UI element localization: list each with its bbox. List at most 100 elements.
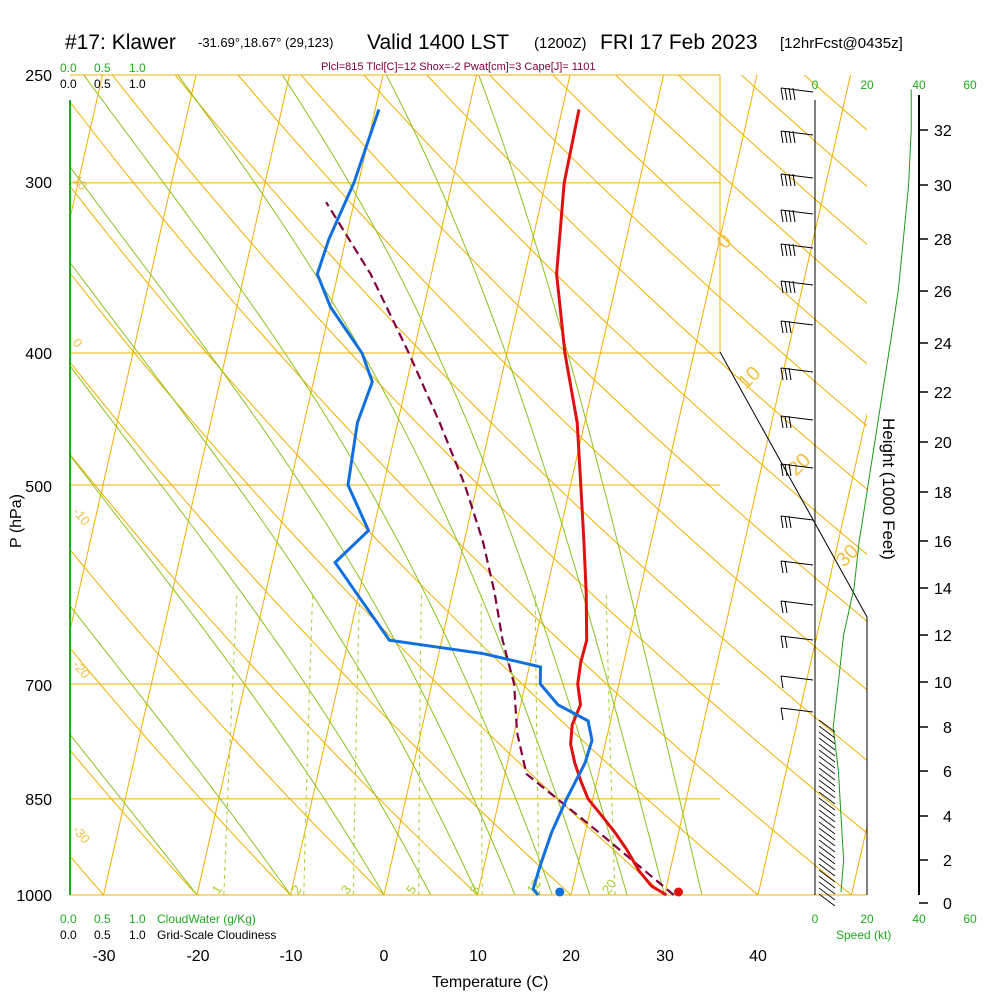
wind-barb-feather xyxy=(788,515,792,529)
wind-barb-feather xyxy=(788,243,792,257)
temperature-ticks: -30 -20 -10 0 10 20 30 40 xyxy=(92,948,767,965)
parcel-trace xyxy=(325,201,675,896)
wind-barb-shaft xyxy=(818,767,836,781)
mixing-ratio-line xyxy=(303,592,314,895)
wind-barb-feather xyxy=(780,280,784,294)
dry-adiabat-line xyxy=(174,75,867,761)
wind-barb-shaft xyxy=(818,869,836,883)
dry-adiabat-line xyxy=(363,75,867,555)
wind-barb-shaft xyxy=(818,791,836,805)
wind-barb-feather xyxy=(788,209,792,223)
wind-barb-feather xyxy=(788,367,792,381)
wind-barb-feather xyxy=(788,173,792,187)
temperature-tick-label: 20 xyxy=(562,948,580,965)
wind-barb-feather xyxy=(780,130,784,144)
wind-barb-feather xyxy=(784,320,788,334)
thermo-grid xyxy=(70,75,867,895)
speed-scale-top: 0 20 40 60 xyxy=(812,78,977,92)
cloudiness-label: Grid-Scale Cloudiness xyxy=(157,928,276,942)
dry-adiabat-line xyxy=(237,75,867,691)
mixing-ratio-line xyxy=(605,592,616,895)
pressure-tick-label: 1000 xyxy=(16,888,52,905)
temperature-tick-label: 10 xyxy=(469,948,487,965)
wind-barb-feather xyxy=(780,415,784,429)
wind-barb-feather xyxy=(780,707,784,721)
height-tick-label: 6 xyxy=(943,764,952,781)
height-tick-label: 28 xyxy=(934,232,952,249)
moist-adiabat-line xyxy=(70,605,291,895)
isotherm-line xyxy=(70,75,103,221)
speed-label: Speed (kt) xyxy=(836,928,891,942)
surface-temperature-marker xyxy=(674,887,684,897)
temperature-tick-label: 30 xyxy=(656,948,674,965)
panel-boundary-line xyxy=(719,351,868,895)
speed-tick: 20 xyxy=(860,912,874,926)
wind-barb-shaft xyxy=(780,87,814,93)
wind-barb-feather xyxy=(784,463,788,477)
wind-barb-feather xyxy=(784,515,788,529)
wind-barb-shaft xyxy=(780,600,814,606)
moist-adiabat-line xyxy=(70,261,478,895)
moist-adiabat-label: 10 xyxy=(734,362,765,393)
wind-barb-shaft xyxy=(780,280,814,286)
sounding-profiles xyxy=(315,109,684,897)
cloudiness-scale-tick: 1.0 xyxy=(129,77,146,91)
y-axis-label: P (hPa) xyxy=(8,494,25,548)
wind-barb-shaft xyxy=(780,635,814,641)
wind-barb-shaft xyxy=(818,755,836,769)
bottom-cloud-scale: 0.0 0.5 1.0 CloudWater (g/Kg) 0.0 0.5 1.… xyxy=(60,912,276,942)
height-tick-label: 26 xyxy=(934,284,952,301)
wind-barb-feather xyxy=(792,173,796,187)
speed-tick: 60 xyxy=(963,912,977,926)
pressure-tick-label: 850 xyxy=(25,792,52,809)
wind-barb-feather xyxy=(792,209,796,223)
wind-barb-feather xyxy=(784,173,788,187)
mixing-ratio-label: 20 xyxy=(599,876,620,896)
isotherm-line xyxy=(757,412,867,895)
wind-barb-feather xyxy=(780,463,784,477)
wind-barb-shaft xyxy=(818,797,836,811)
temperature-tick-label: 0 xyxy=(380,948,389,965)
mixing-ratio-line xyxy=(352,592,360,895)
wind-barb-feather xyxy=(792,130,796,144)
wind-barb-shaft xyxy=(818,821,836,835)
wind-barb-shaft xyxy=(818,773,836,787)
mixing-ratio-line xyxy=(223,592,238,895)
wind-barb-shaft xyxy=(818,809,836,823)
wind-barb-feather xyxy=(788,320,792,334)
wind-barb-feather xyxy=(784,209,788,223)
cloudiness-scale-tick: 0.0 xyxy=(60,928,77,942)
wind-barb-shaft xyxy=(780,130,814,136)
pressure-tick-label: 400 xyxy=(25,346,52,363)
speed-tick: 0 xyxy=(812,78,819,92)
wind-barb-shaft xyxy=(818,761,836,775)
wind-barb-shaft xyxy=(818,893,836,907)
speed-tick: 40 xyxy=(912,78,926,92)
wind-barb-feather xyxy=(780,320,784,334)
forecast-date: FRI 17 Feb 2023 xyxy=(600,31,758,54)
mixing-ratio-line xyxy=(534,592,541,895)
forecast-info: [12hrFcst@0435z] xyxy=(780,35,903,52)
height-tick-label: 20 xyxy=(934,435,952,452)
wind-barb-feather xyxy=(784,635,788,649)
valid-time: Valid 1400 LST xyxy=(367,31,509,54)
wind-barb-shaft xyxy=(780,173,814,179)
cloud-scale-tick: 0.0 xyxy=(60,61,77,75)
wind-barb-feather xyxy=(780,87,784,101)
wind-barb-feather xyxy=(780,209,784,223)
wind-barb-shaft xyxy=(818,719,836,733)
wind-barb-shaft xyxy=(780,560,814,566)
height-tick-label: 32 xyxy=(934,123,952,140)
wind-barb-feather xyxy=(792,87,796,101)
moist-adiabat-line xyxy=(70,454,385,895)
cloud-water-label: CloudWater (g/Kg) xyxy=(157,912,256,926)
wind-barb-shaft xyxy=(818,815,836,829)
pressure-tick-label: 500 xyxy=(25,479,52,496)
dry-adiabat-label: -30 xyxy=(70,822,94,846)
dry-adiabat-line xyxy=(300,75,867,622)
cloud-scale-tick: 1.0 xyxy=(129,912,146,926)
wind-barb-feather xyxy=(788,415,792,429)
wind-barb-feather xyxy=(780,515,784,529)
